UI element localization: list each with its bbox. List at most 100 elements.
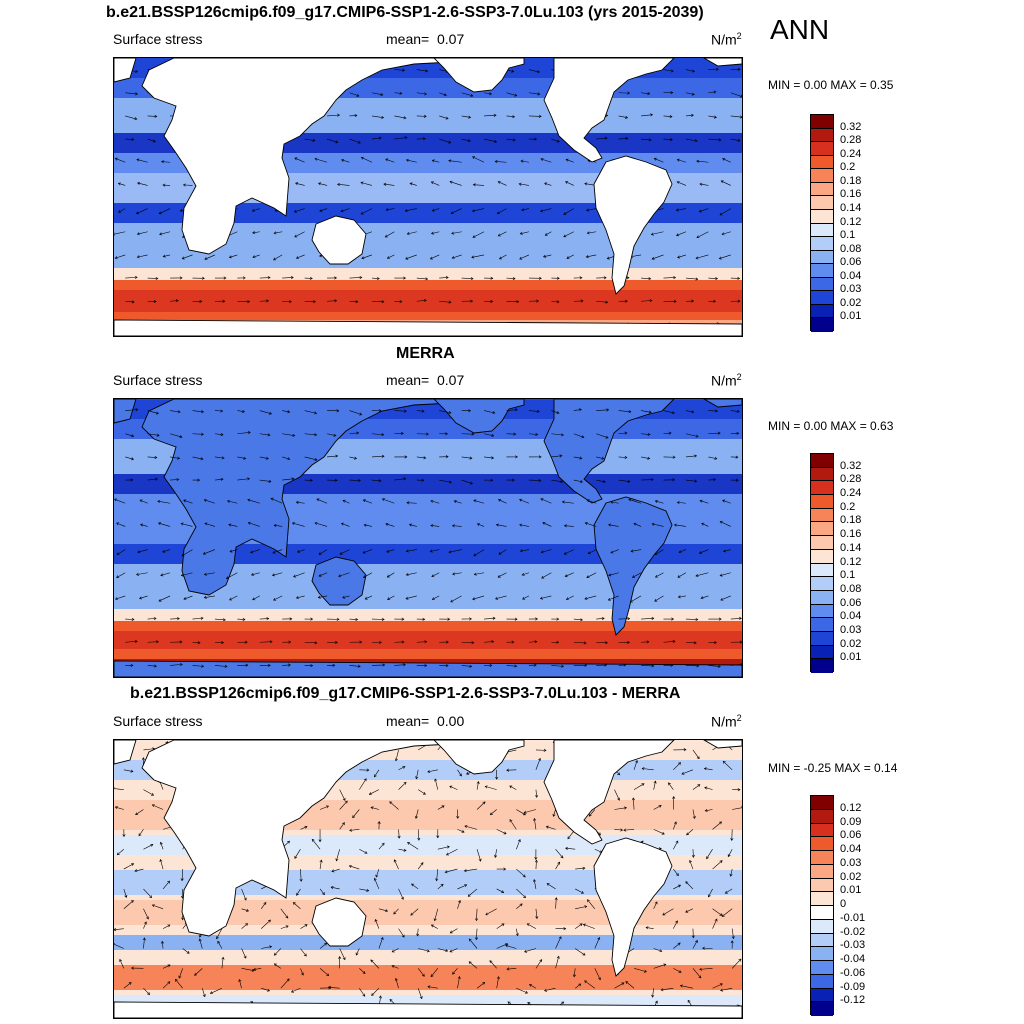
colorbar-swatch: [811, 590, 833, 605]
panel-3-units-base: N/m: [711, 713, 737, 730]
panel-2-map-svg: [114, 399, 742, 677]
colorbar-tick-label: 0.06: [840, 829, 862, 842]
stress-field-band: [114, 935, 742, 950]
colorbar-swatch: [811, 454, 833, 468]
continents: [114, 58, 742, 336]
colorbar-tick-label: 0.01: [840, 310, 862, 323]
stress-field-band: [114, 965, 742, 990]
colorbar-tick-label: 0.09: [840, 815, 862, 828]
stress-field-band: [114, 203, 742, 223]
colorbar-swatch: [811, 604, 833, 619]
panel-1-map: [113, 57, 743, 337]
continents: [114, 399, 742, 677]
stress-field-band: [114, 609, 742, 621]
panel-3-units-exp: 2: [736, 713, 742, 723]
colorbar-tick-label: 0.12: [840, 215, 862, 228]
panel-1-mean: mean= 0.07: [386, 31, 464, 47]
stress-field-band: [114, 290, 742, 312]
colorbar-swatch: [811, 250, 833, 265]
panel-1-minmax: MIN = 0.00 MAX = 0.35: [768, 78, 894, 92]
panel-3-mean: mean= 0.00: [386, 713, 464, 729]
colorbar-tick-label: 0.06: [840, 256, 862, 269]
panel-1-mean-label: mean=: [386, 31, 430, 47]
colorbar-swatch: [811, 864, 833, 879]
colorbar-swatch: [811, 549, 833, 564]
panel-3-title: b.e21.BSSP126cmip6.f09_g17.CMIP6-SSP1-2.…: [130, 685, 681, 702]
stress-field-band: [114, 631, 742, 649]
wind-stress-vectors: [114, 408, 742, 668]
colorbar-tick-label: 0.02: [840, 296, 862, 309]
panel-2-colorbar: [810, 453, 834, 673]
colorbar-tick-label: 0.01: [840, 651, 862, 664]
colorbar-tick-label: 0.2: [840, 500, 856, 513]
colorbar-swatch: [811, 155, 833, 170]
colorbar-swatch: [811, 264, 833, 278]
colorbar-swatch: [811, 508, 833, 523]
colorbar-tick-label: 0.32: [840, 120, 862, 133]
colorbar-swatch: [811, 291, 833, 305]
colorbar-swatch: [811, 536, 833, 550]
panel-3-map-svg: [114, 740, 742, 1018]
colorbar-swatch: [811, 128, 833, 143]
colorbar-tick-label: -0.09: [840, 980, 866, 993]
colorbar-tick-label: 0.04: [840, 269, 862, 282]
colorbar-tick-label: 0.2: [840, 161, 856, 174]
panel-3-minmax: MIN = -0.25 MAX = 0.14: [768, 761, 898, 775]
panel-2-mean: mean= 0.07: [386, 372, 464, 388]
colorbar-swatch: [811, 304, 833, 319]
colorbar-swatch: [811, 169, 833, 183]
panel-3-mean-value: 0.00: [436, 713, 465, 729]
colorbar-tick-label: 0.03: [840, 856, 862, 869]
panel-3-variable: Surface stress: [113, 713, 203, 729]
colorbar-swatch: [811, 209, 833, 224]
colorbar-swatch: [811, 988, 833, 1003]
colorbar-tick-label: -0.01: [840, 911, 866, 924]
colorbar-swatch: [811, 645, 833, 660]
colorbar-tick-label: 0.1: [840, 569, 856, 582]
colorbar-swatch: [811, 577, 833, 591]
colorbar-swatch: [811, 223, 833, 238]
panel-3-colorbar: [810, 795, 834, 1016]
panel-2-mean-value: 0.07: [436, 372, 465, 388]
colorbar-swatch: [811, 659, 833, 673]
panel-2-units: N/m2: [711, 372, 742, 389]
colorbar-tick-label: 0.04: [840, 843, 862, 855]
colorbar-tick-label: 0.24: [840, 147, 862, 160]
colorbar-swatch: [811, 277, 833, 292]
continents: [114, 740, 742, 1018]
colorbar-swatch: [811, 115, 833, 129]
colorbar-tick-label: 0.28: [840, 473, 862, 486]
colorbar-tick-label: 0.18: [840, 514, 862, 527]
colorbar-swatch: [811, 947, 833, 961]
colorbar-swatch: [811, 837, 833, 851]
colorbar-tick-label: 0.02: [840, 870, 862, 883]
panel-1-colorbar: [810, 114, 834, 332]
colorbar-swatch: [811, 878, 833, 893]
colorbar-swatch: [811, 237, 833, 251]
colorbar-swatch: [811, 318, 833, 332]
panel-2-units-exp: 2: [736, 372, 742, 382]
stress-field-band: [114, 268, 742, 280]
panel-2-minmax: MIN = 0.00 MAX = 0.63: [768, 419, 894, 433]
colorbar-swatch: [811, 618, 833, 632]
colorbar-tick-label: 0.08: [840, 582, 862, 595]
colorbar-tick-label: 0.04: [840, 610, 862, 623]
colorbar-swatch: [811, 823, 833, 838]
colorbar-tick-label: 0.08: [840, 242, 862, 255]
colorbar-tick-label: 0.16: [840, 188, 862, 201]
colorbar-tick-label: 0.12: [840, 801, 862, 814]
colorbar-tick-label: 0.28: [840, 134, 862, 147]
colorbar-swatch: [811, 495, 833, 509]
colorbar-tick-label: 0.14: [840, 541, 862, 554]
colorbar-swatch: [811, 522, 833, 537]
panel-1-units: N/m2: [711, 31, 742, 48]
colorbar-tick-label: 0.03: [840, 623, 862, 636]
colorbar-tick-label: 0.24: [840, 487, 862, 500]
colorbar-tick-label: -0.06: [840, 966, 866, 979]
colorbar-swatch: [811, 142, 833, 156]
colorbar-tick-label: -0.04: [840, 953, 866, 965]
panel-2-variable: Surface stress: [113, 372, 203, 388]
colorbar-tick-label: -0.03: [840, 939, 866, 952]
colorbar-swatch: [811, 906, 833, 920]
